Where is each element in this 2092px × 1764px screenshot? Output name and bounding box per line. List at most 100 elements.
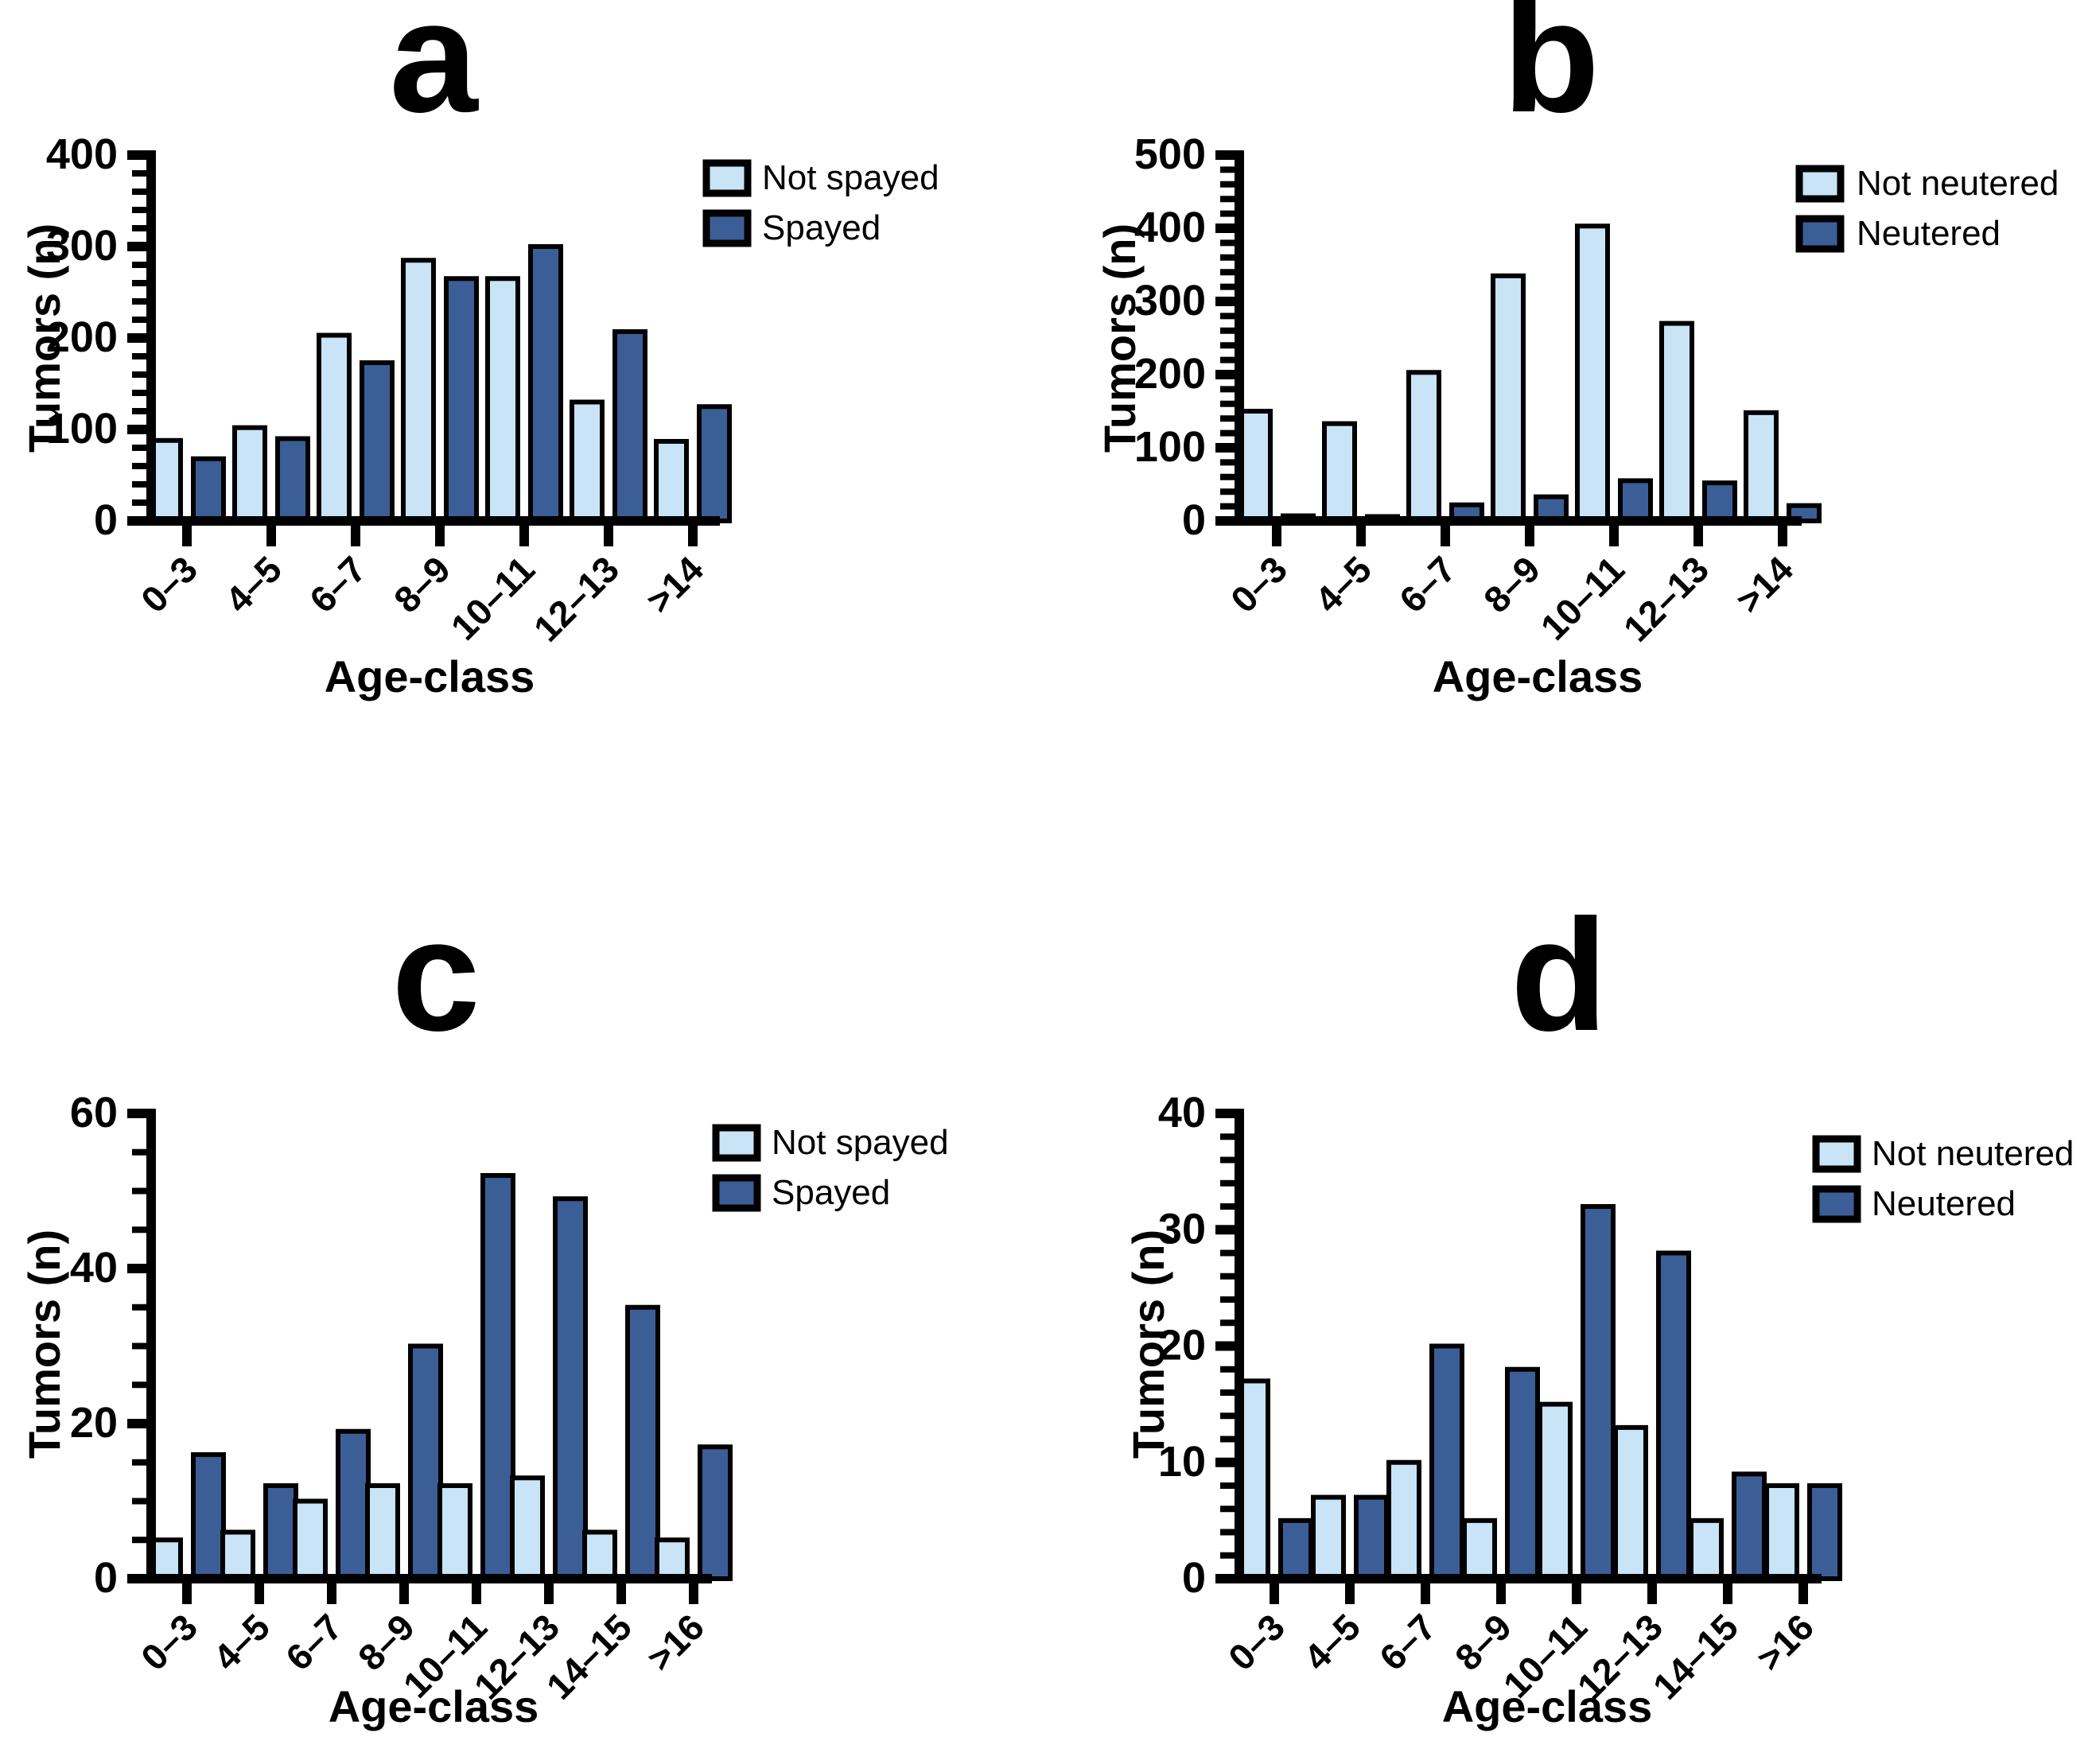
legend-label-not-spayed: Not spayed — [762, 158, 939, 197]
y-axis-title-d: Tumors (n) — [1123, 1230, 1173, 1459]
legend-swatch-spayed — [712, 1174, 761, 1212]
legend-label-not-neutered: Not neutered — [1872, 1134, 2074, 1173]
x-tick-label-c-1: 4–5 — [205, 1606, 278, 1678]
bar-d-neutered-7 — [1807, 1483, 1842, 1581]
bar-d-neutered-1 — [1354, 1494, 1389, 1581]
x-tick-label-a-3: 8–9 — [386, 548, 458, 620]
bar-d-neutered-0 — [1278, 1517, 1313, 1581]
bar-d-not-neutered-2 — [1386, 1459, 1421, 1581]
bar-c-not-spayed-6 — [582, 1529, 617, 1581]
bar-a-not-spayed-4 — [485, 276, 520, 523]
bar-c-not-spayed-2 — [293, 1498, 328, 1581]
x-tick-label-b-1: 4–5 — [1307, 548, 1379, 620]
bar-d-neutered-2 — [1429, 1343, 1464, 1581]
panel-b: b 0 100 200 300 400 500 0–3 4–5 6–7 8–9 10–11 12–13 >… — [1046, 0, 2092, 882]
x-tick-label-c-7: >16 — [639, 1606, 712, 1679]
bar-d-not-neutered-7 — [1764, 1483, 1799, 1581]
x-tick-label-a-4: 10–11 — [443, 548, 542, 647]
x-axis-title-a: Age-class — [325, 651, 535, 701]
bar-a-not-spayed-1 — [232, 425, 267, 524]
bar-c-spayed-5 — [553, 1196, 588, 1581]
bar-d-not-neutered-4 — [1538, 1401, 1573, 1581]
x-axis-title-d: Age-class — [1442, 1681, 1653, 1731]
bar-a-not-spayed-2 — [317, 332, 352, 523]
x-tick-label-c-6: 14–15 — [539, 1606, 640, 1707]
bar-c-not-spayed-1 — [220, 1529, 255, 1581]
legend-swatch-neutered — [1812, 1185, 1861, 1223]
legend-swatch-not-spayed — [712, 1124, 761, 1162]
y-tick-label-d-20: 20 — [1158, 1322, 1206, 1370]
bar-c-not-spayed-3 — [365, 1483, 400, 1581]
y-tick-label-a-0: 0 — [94, 496, 118, 544]
x-tick-label-c-0: 0–3 — [133, 1606, 205, 1678]
y-tick-label-c-60: 60 — [70, 1089, 118, 1136]
x-tick-label-a-2: 6–7 — [301, 548, 374, 620]
bar-d-not-neutered-6 — [1689, 1517, 1724, 1581]
y-tick-label-b-0: 0 — [1182, 496, 1206, 544]
legend-swatch-neutered — [1795, 215, 1845, 253]
x-tick-label-d-6: 14–15 — [1645, 1606, 1746, 1707]
x-tick-label-b-2: 6–7 — [1391, 548, 1464, 620]
bar-b-not-neutered-4 — [1575, 223, 1610, 523]
y-tick-label-a-100: 100 — [46, 405, 118, 453]
bar-a-spayed-1 — [275, 436, 310, 523]
panel-c: c 0 20 40 60 0–3 4–5 6–7 8–9 10–11 12–13 14–15 >16 Tu… — [0, 882, 1046, 1764]
panel-title-c: c — [391, 887, 480, 1064]
y-tick-label-b-500: 500 — [1134, 130, 1206, 178]
bar-c-spayed-3 — [408, 1343, 443, 1581]
x-axis-title-c: Age-class — [329, 1681, 539, 1731]
y-tick-label-a-400: 400 — [46, 130, 118, 178]
y-tick-label-b-400: 400 — [1134, 204, 1206, 251]
bar-a-spayed-3 — [444, 276, 479, 523]
bar-c-not-spayed-4 — [437, 1483, 472, 1581]
legend-label-not-neutered: Not neutered — [1857, 164, 2059, 203]
bar-d-neutered-4 — [1581, 1204, 1616, 1581]
bar-a-spayed-2 — [360, 360, 395, 523]
y-tick-label-d-40: 40 — [1158, 1089, 1206, 1136]
y-tick-label-b-100: 100 — [1134, 423, 1206, 471]
panel-title-b: b — [1503, 0, 1600, 146]
panel-d: d 0 10 20 30 40 0–3 4–5 6–7 8–9 10–11 12–13 14–15 >16… — [1046, 882, 2092, 1764]
bar-b-neutered-4 — [1618, 478, 1653, 524]
y-tick-label-c-20: 20 — [70, 1399, 118, 1447]
x-tick-label-b-5: 12–13 — [1616, 548, 1717, 649]
bar-b-not-neutered-2 — [1406, 370, 1441, 523]
bar-a-spayed-0 — [191, 456, 226, 523]
legend-label-neutered: Neutered — [1857, 214, 2001, 253]
x-tick-label-b-4: 10–11 — [1533, 548, 1632, 647]
bar-c-spayed-6 — [625, 1304, 660, 1581]
legend-label-not-spayed: Not spayed — [772, 1123, 949, 1162]
y-tick-label-d-30: 30 — [1158, 1205, 1206, 1253]
legend-swatch-not-neutered — [1812, 1135, 1861, 1173]
x-tick-label-a-5: 12–13 — [526, 548, 627, 649]
y-tick-label-c-0: 0 — [94, 1554, 118, 1602]
x-tick-label-b-0: 0–3 — [1223, 548, 1295, 620]
y-tick-label-d-0: 0 — [1182, 1554, 1206, 1602]
bar-c-spayed-4 — [480, 1173, 515, 1581]
bar-b-not-neutered-0 — [1238, 409, 1273, 523]
y-axis-title-a: Tumors (n) — [19, 223, 69, 453]
bar-a-not-spayed-3 — [401, 258, 436, 523]
bar-a-not-spayed-5 — [570, 399, 605, 523]
bar-a-spayed-5 — [612, 328, 647, 524]
bar-d-neutered-5 — [1656, 1250, 1691, 1581]
x-axis-title-b: Age-class — [1433, 651, 1643, 701]
bar-d-neutered-6 — [1732, 1471, 1767, 1581]
panel-title-d: d — [1511, 887, 1608, 1064]
bar-a-not-spayed-6 — [654, 438, 689, 524]
bar-d-not-neutered-3 — [1462, 1517, 1497, 1581]
bar-b-neutered-5 — [1702, 480, 1737, 523]
x-tick-label-c-2: 6–7 — [278, 1606, 350, 1678]
bar-d-not-neutered-5 — [1613, 1424, 1648, 1581]
bar-a-spayed-4 — [528, 244, 563, 523]
bar-c-not-spayed-5 — [510, 1475, 545, 1581]
panel-title-a: a — [389, 0, 479, 146]
legend-label-neutered: Neutered — [1872, 1184, 2016, 1223]
x-tick-label-d-1: 4–5 — [1296, 1606, 1368, 1678]
panel-a: a 0 100 200 300 400 0–3 4–5 6–7 8–9 10–11 12–13 >14 T… — [0, 0, 1046, 882]
bar-b-not-neutered-1 — [1322, 421, 1357, 524]
